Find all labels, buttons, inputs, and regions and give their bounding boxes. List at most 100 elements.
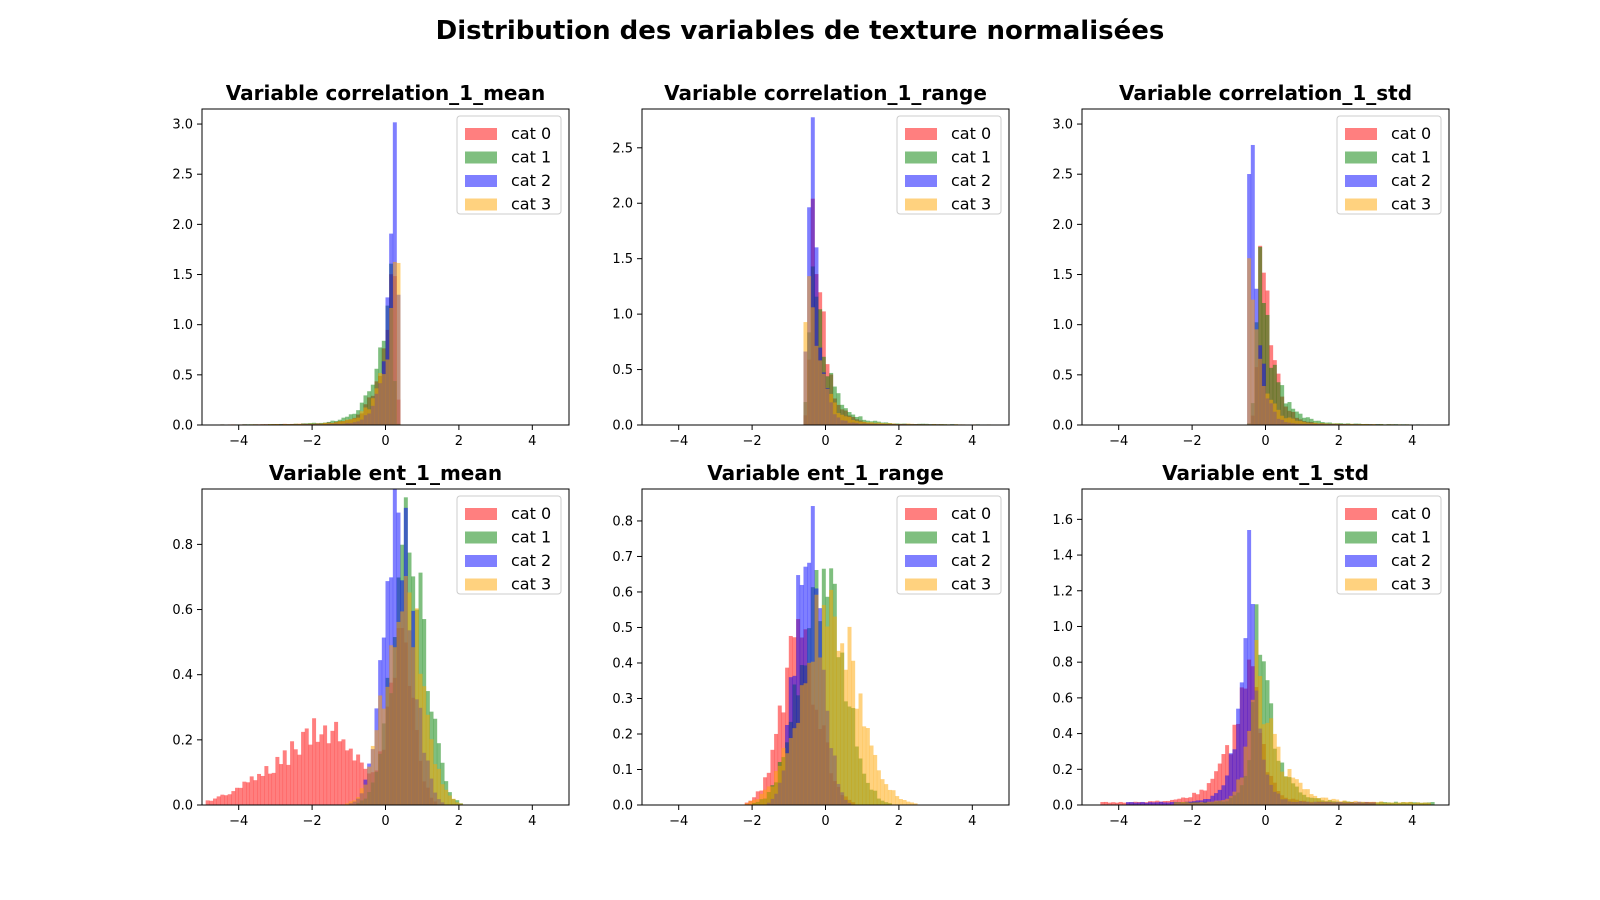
y-tick-label: 1.6 [1052,513,1073,528]
y-tick-label: 0.7 [612,550,633,565]
bar-cat0 [1122,802,1127,805]
subplot-4: Variable ent_1_mean −4 −2 0 2 4 0.0 0.2 0.4 0.6 0.… [172,461,570,829]
bar-cat2 [1236,708,1241,805]
bar-cat0 [1203,790,1208,805]
x-tick-label: 4 [528,814,536,829]
legend-label: cat 2 [511,551,551,570]
bar-cat3 [433,764,438,805]
x-tick-label: −2 [303,814,322,829]
bar-cat0 [1210,778,1215,805]
bar-cat0 [297,754,302,805]
y-tick-label: 0.8 [1052,656,1073,671]
bar-cat3 [1199,802,1204,805]
bar-cat3 [1298,421,1303,425]
legend-label: cat 1 [1391,528,1431,547]
figure-title: Distribution des variables de texture no… [436,16,1165,46]
bar-cat0 [242,781,247,805]
bar-cat3 [1386,802,1391,805]
bar-cat3 [400,611,405,805]
bar-cat3 [1393,802,1398,805]
bar-cat3 [1305,789,1310,805]
bar-cat3 [1316,798,1321,805]
legend-swatch-cat1 [905,531,937,544]
bar-cat3 [1214,800,1219,805]
bar-cat3 [1276,409,1281,425]
bar-cat3 [840,414,845,425]
bar-cat3 [836,650,841,805]
bar-cat3 [895,796,900,805]
x-tick-label: 0 [1261,434,1269,449]
bar-cat0 [1118,801,1123,805]
bar-cat3 [1228,795,1233,805]
bar-cat3 [825,626,830,805]
bar-cat3 [1379,801,1384,805]
bar-cat1 [836,393,841,425]
legend-swatch-cat0 [1345,128,1377,140]
bar-cat3 [1360,801,1365,805]
legend-label: cat 0 [511,124,551,143]
y-tick-label: 0.2 [1052,763,1073,778]
bar-cat3 [1188,802,1193,805]
legend-label: cat 0 [1391,504,1431,523]
bar-cat1 [1269,367,1274,425]
legend-swatch-cat3 [465,198,497,211]
bar-cat3 [1203,802,1208,805]
bar-cat3 [898,423,903,425]
bar-cat3 [389,645,394,805]
bar-cat3 [1335,799,1340,805]
legend-label: cat 2 [951,551,991,570]
bar-cat3 [367,766,372,805]
bar-cat3 [1327,799,1332,805]
bar-cat1 [330,420,335,425]
bar-cat3 [1236,779,1241,805]
bar-cat3 [1250,299,1255,425]
bar-cat3 [774,771,779,805]
y-tick-label: 0.4 [1052,727,1073,742]
x-tick-label: 0 [821,814,829,829]
bar-cat3 [770,786,775,805]
bar-cat3 [1371,801,1376,805]
y-tick-label: 0.6 [172,603,193,618]
legend-swatch-cat1 [465,531,497,544]
bar-cat0 [213,798,217,805]
legend: cat 0 cat 1 cat 2 cat 3 [896,495,1002,595]
bar-cat3 [370,398,375,425]
bar-cat2 [796,575,801,805]
y-tick-label: 1.0 [1052,318,1073,333]
bar-cat0 [279,764,284,805]
bar-cat1 [1294,411,1299,425]
bar-cat3 [1401,802,1406,805]
bar-cat3 [1261,386,1266,425]
bar-cat3 [1313,795,1318,805]
bar-cat3 [759,793,764,805]
bar-cat1 [1291,408,1296,425]
bar-cat3 [1412,802,1417,805]
bar-cat3 [1254,329,1259,425]
bar-cat2 [1247,530,1252,805]
bar-cat0 [301,731,306,805]
bar-cat3 [1353,800,1358,805]
legend-label: cat 3 [511,195,551,214]
legend-swatch-cat2 [905,175,937,187]
bar-cat3 [887,789,892,805]
bar-cat0 [326,743,331,805]
bar-cat3 [858,693,863,805]
histogram-bars [744,506,918,805]
bar-cat0 [1184,797,1189,805]
bar-cat2 [1151,802,1156,805]
bar-cat0 [359,762,364,805]
bar-cat3 [887,423,892,425]
bar-cat3 [913,803,918,805]
bar-cat3 [1327,423,1332,425]
y-tick-label: 0.0 [172,799,193,814]
bar-cat0 [1104,801,1108,805]
bar-cat1 [851,414,856,425]
bar-cat3 [370,745,375,805]
bar-cat0 [770,749,775,805]
legend: cat 0 cat 1 cat 2 cat 3 [1336,495,1442,595]
bar-cat3 [378,695,383,805]
bar-cat3 [902,800,907,805]
bar-cat0 [253,780,258,805]
y-tick-label: 2.5 [612,141,633,156]
y-tick-label: 0.2 [612,727,633,742]
